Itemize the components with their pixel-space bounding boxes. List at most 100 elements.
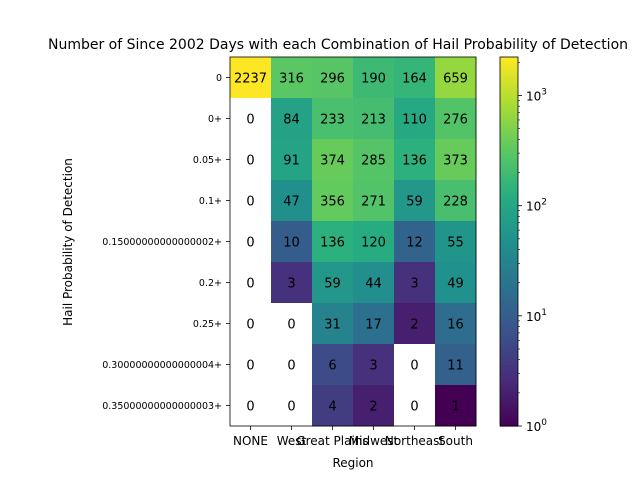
colorbar-segment — [500, 336, 518, 341]
colorbar-segment — [500, 210, 518, 215]
colorbar-segment — [500, 259, 518, 264]
cell-value-label: 4 — [328, 400, 336, 415]
colorbar-segment — [500, 155, 518, 160]
cell-value-label: 3 — [410, 277, 418, 292]
heatmap-cell — [230, 57, 272, 99]
colorbar-segment — [500, 404, 518, 409]
cell-value-label: 31 — [324, 318, 341, 333]
colorbar-segment — [500, 333, 518, 338]
colorbar-segment — [500, 115, 518, 120]
heatmap-cell — [394, 98, 436, 140]
colorbar-segment — [500, 349, 518, 353]
colorbar-segment — [500, 118, 518, 123]
heatmap-cell — [271, 98, 313, 140]
cell-value-label: 6 — [328, 359, 336, 374]
colorbar-segment — [500, 266, 518, 270]
colorbar-segment — [500, 112, 518, 117]
cell-value-label: 0 — [287, 400, 295, 415]
colorbar-segment — [500, 410, 518, 415]
colorbar-segment — [500, 158, 518, 163]
colorbar-segment — [500, 161, 518, 166]
y-tick-label: 0 — [216, 73, 222, 84]
colorbar-segment — [500, 379, 518, 384]
heatmap-cell — [394, 57, 436, 99]
colorbar-tick-label: 103 — [526, 88, 547, 104]
colorbar-segment — [500, 318, 518, 323]
colorbar-tick-label: 101 — [526, 308, 547, 324]
heatmap-cell — [394, 385, 436, 427]
cell-value-label: 0 — [246, 400, 254, 415]
heatmap-cell — [435, 180, 477, 222]
cell-value-label: 3 — [369, 359, 377, 374]
colorbar-segment — [500, 213, 518, 218]
cell-value-label: 228 — [443, 195, 468, 210]
heatmap-cell — [312, 57, 354, 99]
colorbar-segment — [500, 422, 518, 427]
colorbar-segment — [500, 216, 518, 221]
cell-value-label: 190 — [361, 72, 386, 87]
colorbar-segment — [500, 69, 518, 73]
colorbar-segment — [500, 66, 518, 70]
heatmap-cell — [271, 139, 313, 181]
colorbar-segment — [500, 149, 518, 153]
x-axis-label: Region — [332, 456, 373, 470]
colorbar-segment — [500, 250, 518, 255]
cell-value-label: 0 — [410, 400, 418, 415]
colorbar-segment — [500, 330, 518, 335]
cell-value-label: 47 — [283, 195, 300, 210]
colorbar-segment — [500, 238, 518, 243]
colorbar-segment — [500, 90, 518, 95]
cell-value-label: 356 — [320, 195, 345, 210]
colorbar-segment — [500, 78, 518, 83]
heatmap-cell — [353, 344, 395, 386]
colorbar-segment — [500, 75, 518, 80]
y-tick-label: 0+ — [208, 114, 222, 125]
colorbar-segment — [500, 223, 518, 227]
colorbar-segment — [500, 152, 518, 156]
cell-value-label: 2237 — [234, 72, 267, 87]
heatmap-cell — [394, 221, 436, 263]
x-tick-label: Midwest — [349, 434, 399, 448]
heatmap-cell — [230, 344, 272, 386]
colorbar-segment — [500, 87, 518, 92]
colorbar-segment — [500, 373, 518, 378]
colorbar-segment — [500, 201, 518, 206]
heatmap-cell — [353, 57, 395, 99]
y-tick-label: 0.05+ — [193, 155, 222, 166]
cell-value-label: 0 — [246, 154, 254, 169]
cell-value-label: 0 — [287, 359, 295, 374]
cell-value-label: 271 — [361, 195, 386, 210]
colorbar-segment — [500, 146, 518, 150]
colorbar-segment — [500, 229, 518, 233]
y-tick-label: 0.1+ — [199, 196, 222, 207]
colorbar-segment — [500, 355, 518, 359]
heatmap-cell — [312, 385, 354, 427]
cell-value-label: 91 — [283, 154, 300, 169]
colorbar-segment — [500, 103, 518, 107]
colorbar-segment — [500, 93, 518, 98]
cell-value-label: 1 — [451, 400, 459, 415]
colorbar-segment — [500, 72, 518, 77]
cell-value-label: 233 — [320, 113, 345, 128]
cell-value-label: 316 — [279, 72, 304, 87]
colorbar-segment — [500, 170, 518, 175]
cell-value-label: 16 — [447, 318, 464, 333]
colorbar-segment — [500, 106, 518, 110]
colorbar-segment — [500, 180, 518, 184]
cell-value-label: 59 — [324, 277, 341, 292]
x-tick-label: NONE — [233, 434, 268, 448]
colorbar-segment — [500, 296, 518, 301]
colorbar-segment — [500, 109, 518, 113]
cell-value-label: 11 — [447, 359, 464, 374]
colorbar-segment — [500, 195, 518, 200]
cell-value-label: 0 — [246, 277, 254, 292]
heatmap-cell — [271, 303, 313, 345]
heatmap-cell — [312, 139, 354, 181]
colorbar-segment — [500, 324, 518, 329]
colorbar-segment — [500, 386, 518, 390]
colorbar-segment — [500, 327, 518, 332]
colorbar-segment — [500, 173, 518, 178]
heatmap-cell — [394, 139, 436, 181]
cell-value-label: 3 — [287, 277, 295, 292]
